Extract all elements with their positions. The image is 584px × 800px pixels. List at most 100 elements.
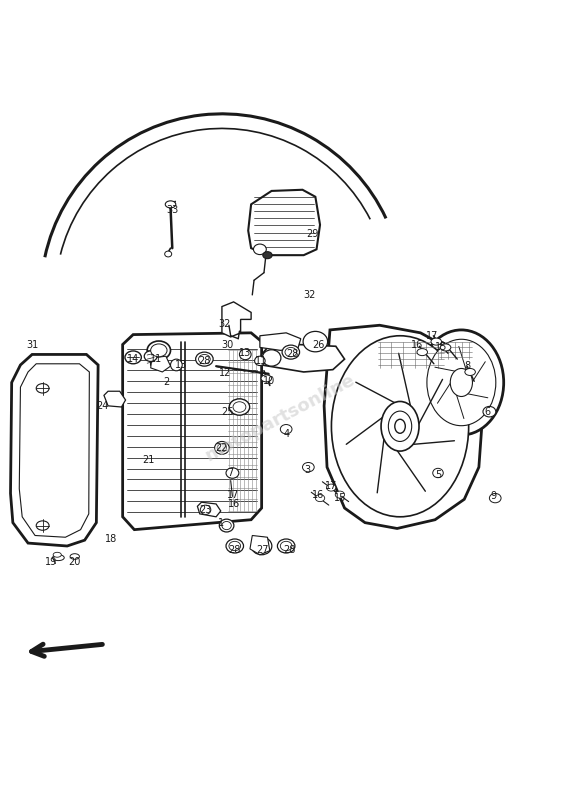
- Ellipse shape: [53, 552, 61, 558]
- Ellipse shape: [427, 339, 496, 426]
- Text: 10: 10: [263, 376, 274, 386]
- Ellipse shape: [215, 442, 229, 454]
- Polygon shape: [123, 333, 262, 530]
- Text: 3: 3: [305, 465, 311, 475]
- Text: 28: 28: [283, 545, 296, 555]
- Ellipse shape: [222, 522, 231, 530]
- Ellipse shape: [285, 347, 297, 357]
- Text: 13: 13: [175, 360, 187, 370]
- Ellipse shape: [171, 359, 182, 371]
- Ellipse shape: [229, 542, 241, 550]
- Polygon shape: [250, 535, 270, 554]
- Text: 18: 18: [105, 534, 117, 544]
- Text: 15: 15: [333, 493, 346, 503]
- Ellipse shape: [233, 402, 246, 412]
- Text: 23: 23: [199, 505, 212, 514]
- Ellipse shape: [253, 244, 266, 254]
- Text: 16: 16: [312, 490, 324, 500]
- Ellipse shape: [239, 349, 251, 360]
- Text: 4: 4: [283, 429, 289, 439]
- Ellipse shape: [263, 252, 272, 258]
- Ellipse shape: [440, 344, 451, 351]
- Ellipse shape: [261, 375, 272, 382]
- Ellipse shape: [151, 344, 167, 357]
- Polygon shape: [222, 302, 251, 337]
- Ellipse shape: [217, 444, 227, 452]
- Ellipse shape: [251, 538, 272, 554]
- Ellipse shape: [277, 539, 295, 553]
- Text: motopartsonline: motopartsonline: [202, 370, 359, 465]
- Text: 16: 16: [412, 339, 423, 350]
- Ellipse shape: [36, 521, 49, 530]
- Ellipse shape: [282, 345, 300, 359]
- Text: 30: 30: [222, 339, 234, 350]
- Ellipse shape: [200, 505, 211, 514]
- Ellipse shape: [450, 369, 472, 397]
- Text: 28: 28: [286, 350, 298, 359]
- Text: 33: 33: [166, 206, 178, 215]
- Text: 21: 21: [142, 454, 155, 465]
- Text: 24: 24: [96, 401, 109, 411]
- Text: 13: 13: [239, 348, 251, 358]
- Polygon shape: [11, 354, 98, 546]
- Polygon shape: [260, 333, 301, 350]
- Text: 11: 11: [255, 356, 267, 366]
- Text: 1: 1: [218, 518, 224, 528]
- Text: 11: 11: [151, 354, 162, 364]
- Ellipse shape: [196, 352, 213, 366]
- Ellipse shape: [483, 406, 496, 417]
- Ellipse shape: [165, 251, 172, 257]
- Polygon shape: [104, 391, 126, 407]
- Ellipse shape: [53, 554, 64, 561]
- Text: 29: 29: [306, 229, 319, 238]
- Text: 31: 31: [26, 339, 38, 350]
- Ellipse shape: [125, 351, 141, 364]
- Ellipse shape: [465, 369, 475, 375]
- Text: 17: 17: [325, 482, 338, 491]
- Ellipse shape: [147, 341, 171, 360]
- Ellipse shape: [388, 411, 412, 442]
- Ellipse shape: [326, 484, 336, 491]
- Ellipse shape: [199, 354, 210, 364]
- Text: 25: 25: [221, 406, 234, 417]
- Ellipse shape: [381, 402, 419, 451]
- Ellipse shape: [36, 384, 49, 393]
- Ellipse shape: [335, 491, 345, 498]
- Text: 26: 26: [312, 339, 325, 350]
- Text: 27: 27: [256, 545, 269, 555]
- Ellipse shape: [70, 554, 79, 559]
- Polygon shape: [197, 502, 221, 517]
- Text: 12: 12: [218, 367, 231, 378]
- Ellipse shape: [144, 351, 157, 362]
- Ellipse shape: [433, 468, 443, 478]
- Text: 28: 28: [198, 356, 211, 366]
- Text: 28: 28: [228, 545, 241, 555]
- Polygon shape: [248, 190, 320, 255]
- Text: 16: 16: [228, 499, 239, 509]
- Polygon shape: [262, 345, 345, 372]
- Ellipse shape: [226, 539, 244, 553]
- Ellipse shape: [262, 350, 281, 366]
- Ellipse shape: [431, 338, 442, 345]
- Text: 9: 9: [491, 491, 496, 502]
- Ellipse shape: [419, 330, 503, 435]
- Ellipse shape: [165, 201, 176, 208]
- Ellipse shape: [395, 419, 405, 434]
- Ellipse shape: [255, 356, 265, 366]
- Ellipse shape: [315, 494, 325, 502]
- Text: 20: 20: [68, 558, 81, 567]
- Text: 2: 2: [164, 378, 169, 387]
- Ellipse shape: [489, 494, 501, 502]
- Text: 15: 15: [434, 342, 447, 353]
- Ellipse shape: [332, 336, 468, 517]
- Ellipse shape: [229, 399, 250, 415]
- Text: 8: 8: [464, 361, 470, 371]
- Text: 22: 22: [215, 443, 228, 454]
- Ellipse shape: [417, 349, 427, 356]
- Polygon shape: [324, 326, 482, 529]
- Ellipse shape: [220, 519, 234, 532]
- Text: 32: 32: [303, 290, 316, 300]
- Ellipse shape: [280, 425, 292, 434]
- Polygon shape: [19, 364, 89, 538]
- Ellipse shape: [303, 462, 314, 472]
